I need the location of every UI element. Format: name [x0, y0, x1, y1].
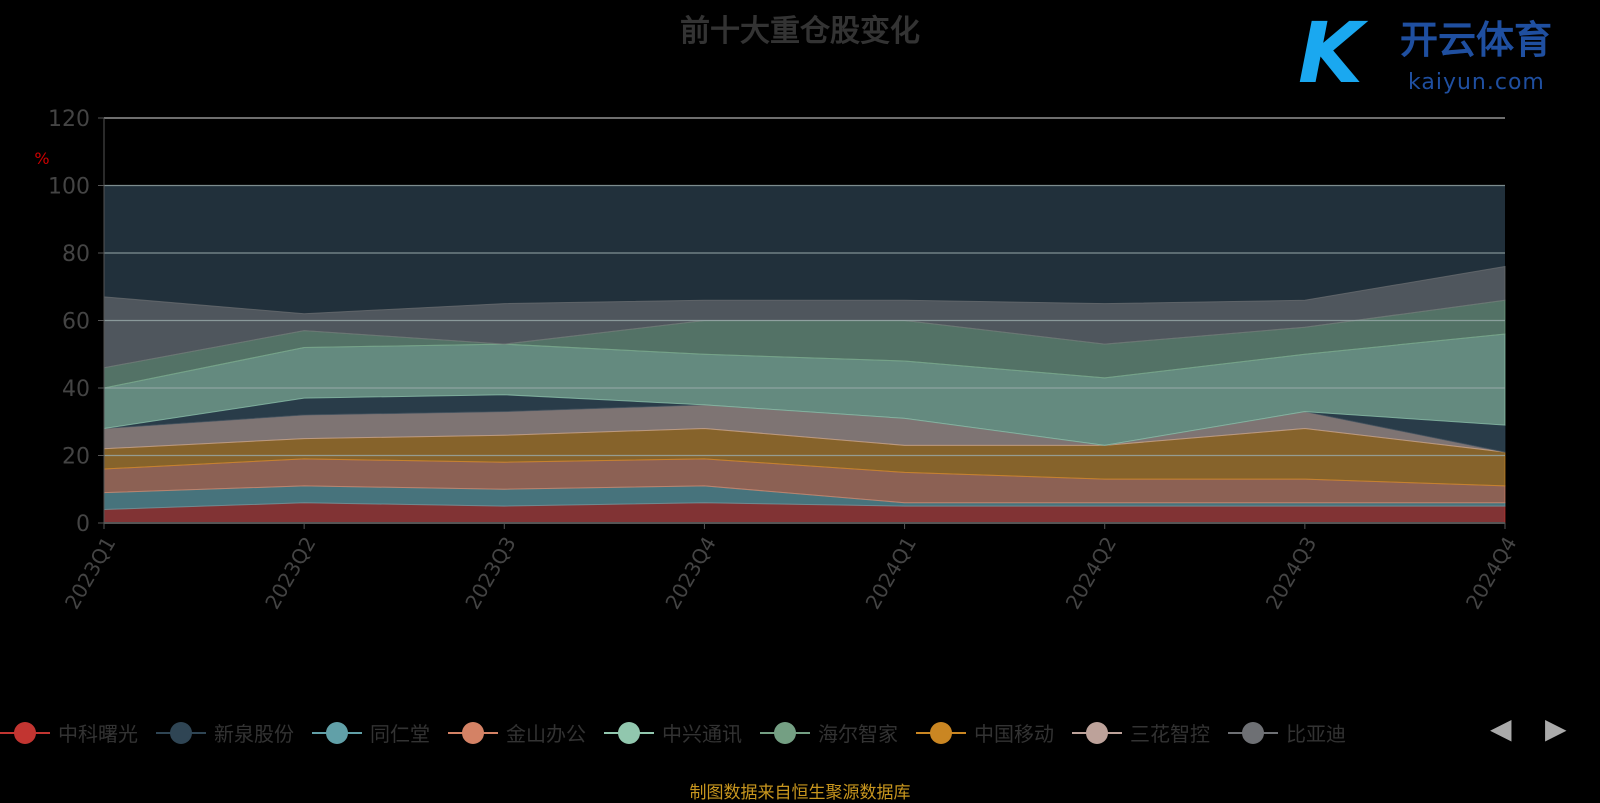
y-axis-label: %	[34, 149, 49, 168]
legend-symbol-icon	[1072, 721, 1122, 745]
legend-label: 中兴通讯	[662, 722, 742, 746]
legend-symbol-icon	[0, 721, 50, 745]
legend-item[interactable]: 三花智控	[1072, 718, 1210, 747]
x-tick-label: 2024Q2	[1061, 533, 1121, 614]
legend-item[interactable]: 比亚迪	[1228, 718, 1346, 747]
legend-label: 中国移动	[974, 722, 1054, 746]
legend-prev-button[interactable]: ◀	[1490, 712, 1512, 745]
area-series-比亚迪	[103, 265, 1506, 369]
legend-symbol-icon	[156, 721, 206, 745]
legend-item[interactable]: 金山办公	[448, 718, 586, 747]
legend-label: 金山办公	[506, 722, 586, 746]
y-tick-label: 20	[62, 445, 90, 470]
chart-title: 前十大重仓股变化	[680, 14, 920, 49]
source-footer: 制图数据来自恒生聚源数据库	[689, 783, 911, 803]
watermark-logo: K 开云体育 kaiyun.com	[1290, 8, 1590, 108]
legend-symbol-icon	[604, 721, 654, 745]
legend-item[interactable]: 中科曙光	[0, 718, 138, 747]
legend-symbol-icon	[916, 721, 966, 745]
legend-item[interactable]: 中国移动	[916, 718, 1054, 747]
y-tick-label: 60	[62, 310, 90, 335]
x-tick-label: 2024Q4	[1461, 533, 1521, 614]
legend-label: 三花智控	[1130, 722, 1210, 746]
watermark-en: kaiyun.com	[1408, 70, 1545, 95]
y-tick-label: 80	[62, 242, 90, 267]
x-tick-label: 2023Q4	[660, 533, 720, 614]
legend-label: 海尔智家	[818, 722, 898, 746]
legend-symbol-icon	[1228, 721, 1278, 745]
legend-item[interactable]: 新泉股份	[156, 718, 294, 747]
legend-label: 中科曙光	[58, 722, 138, 746]
legend-label: 同仁堂	[370, 722, 430, 746]
x-tick-label: 2023Q2	[260, 533, 320, 614]
legend-symbol-icon	[448, 721, 498, 745]
legend-label: 比亚迪	[1286, 722, 1346, 746]
legend-item[interactable]: 中兴通讯	[604, 718, 742, 747]
y-tick-label: 120	[48, 107, 90, 132]
watermark-cn: 开云体育	[1400, 18, 1553, 62]
x-tick-label: 2024Q1	[861, 533, 921, 614]
legend-label: 新泉股份	[214, 722, 294, 746]
x-tick-label: 2023Q1	[60, 533, 120, 614]
legend-symbol-icon	[312, 721, 362, 745]
y-tick-label: 40	[62, 377, 90, 402]
y-tick-label: 0	[76, 512, 90, 537]
stacked-area-chart: 0 20 40 60 80 100 120% 2023Q1 2023Q2 2023Q3 2023Q4…	[34, 107, 1521, 614]
x-tick-label: 2023Q3	[460, 533, 520, 614]
legend: 中科曙光 新泉股份 同仁堂 金山办公 中兴通讯 海尔智家 中国移动 三花智控 比亚迪	[0, 718, 1364, 747]
y-tick-label: 100	[48, 175, 90, 200]
legend-next-button[interactable]: ▶	[1545, 712, 1567, 745]
legend-item[interactable]: 同仁堂	[312, 718, 430, 747]
legend-symbol-icon	[760, 721, 810, 745]
legend-item[interactable]: 海尔智家	[760, 718, 898, 747]
logo-mark-icon: K	[1298, 4, 1364, 102]
x-tick-label: 2024Q3	[1261, 533, 1321, 614]
